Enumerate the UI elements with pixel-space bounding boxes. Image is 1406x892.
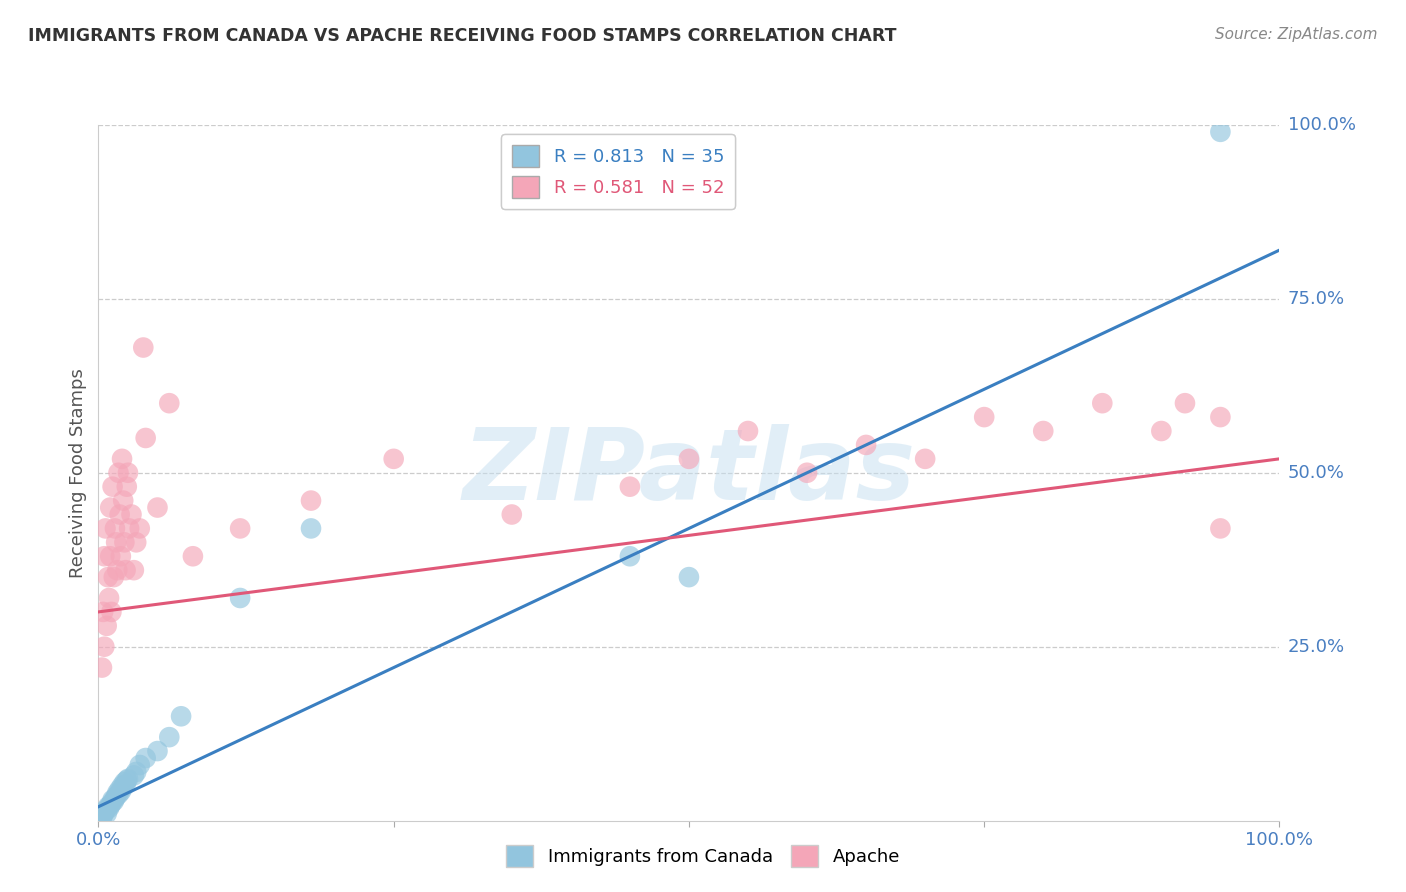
Point — [101, 480, 124, 494]
Point — [107, 466, 129, 480]
Point — [110, 784, 132, 798]
Point — [98, 801, 121, 815]
Point — [299, 521, 322, 535]
Point — [973, 410, 995, 425]
Point — [107, 787, 129, 801]
Point — [157, 396, 180, 410]
Point — [128, 521, 150, 535]
Point — [157, 730, 180, 744]
Point — [108, 508, 131, 522]
Point — [93, 805, 115, 820]
Point — [135, 751, 157, 765]
Point — [98, 798, 121, 813]
Legend: R = 0.813   N = 35, R = 0.581   N = 52: R = 0.813 N = 35, R = 0.581 N = 52 — [501, 134, 735, 209]
Point — [678, 451, 700, 466]
Point — [135, 431, 157, 445]
Point — [98, 549, 121, 564]
Point — [1209, 521, 1232, 535]
Point — [96, 806, 118, 821]
Point — [132, 341, 155, 355]
Point — [796, 466, 818, 480]
Point — [125, 764, 148, 779]
Point — [855, 438, 877, 452]
Point — [105, 789, 128, 804]
Point — [146, 500, 169, 515]
Point — [914, 451, 936, 466]
Text: IMMIGRANTS FROM CANADA VS APACHE RECEIVING FOOD STAMPS CORRELATION CHART: IMMIGRANTS FROM CANADA VS APACHE RECEIVI… — [28, 27, 897, 45]
Point — [105, 786, 128, 800]
Point — [678, 570, 700, 584]
Point — [118, 521, 141, 535]
Point — [110, 549, 132, 564]
Point — [115, 773, 138, 788]
Point — [96, 619, 118, 633]
Text: 100.0%: 100.0% — [1288, 116, 1355, 134]
Point — [112, 775, 135, 789]
Text: 50.0%: 50.0% — [1288, 464, 1344, 482]
Point — [1209, 125, 1232, 139]
Point — [103, 794, 125, 808]
Point — [619, 480, 641, 494]
Point — [112, 493, 135, 508]
Y-axis label: Receiving Food Stamps: Receiving Food Stamps — [69, 368, 87, 578]
Point — [1032, 424, 1054, 438]
Point — [382, 451, 405, 466]
Point — [115, 480, 138, 494]
Point — [619, 549, 641, 564]
Point — [100, 605, 122, 619]
Point — [299, 493, 322, 508]
Text: 25.0%: 25.0% — [1288, 638, 1346, 656]
Point — [1174, 396, 1197, 410]
Point — [97, 799, 120, 814]
Point — [501, 508, 523, 522]
Point — [91, 808, 114, 822]
Legend: Immigrants from Canada, Apache: Immigrants from Canada, Apache — [499, 838, 907, 874]
Point — [91, 660, 114, 674]
Point — [94, 803, 117, 817]
Point — [108, 782, 131, 797]
Point — [114, 563, 136, 577]
Point — [91, 605, 114, 619]
Point — [117, 466, 139, 480]
Point — [105, 563, 128, 577]
Point — [111, 451, 134, 466]
Point — [122, 768, 145, 782]
Point — [97, 570, 120, 584]
Point — [170, 709, 193, 723]
Text: 75.0%: 75.0% — [1288, 290, 1346, 308]
Point — [181, 549, 204, 564]
Point — [93, 549, 115, 564]
Point — [112, 535, 135, 549]
Point — [98, 591, 121, 605]
Point — [125, 535, 148, 549]
Point — [128, 758, 150, 772]
Point — [122, 563, 145, 577]
Point — [111, 779, 134, 793]
Point — [91, 810, 114, 824]
Point — [104, 521, 127, 535]
Point — [229, 591, 252, 605]
Point — [93, 640, 115, 654]
Point — [98, 500, 121, 515]
Point — [737, 424, 759, 438]
Point — [1150, 424, 1173, 438]
Point — [121, 508, 143, 522]
Point — [229, 521, 252, 535]
Point — [117, 772, 139, 786]
Point — [112, 780, 135, 795]
Point — [105, 535, 128, 549]
Point — [1209, 410, 1232, 425]
Point — [94, 521, 117, 535]
Point — [1091, 396, 1114, 410]
Text: ZIPatlas: ZIPatlas — [463, 425, 915, 521]
Point — [104, 791, 127, 805]
Point — [100, 796, 122, 810]
Point — [146, 744, 169, 758]
Point — [103, 570, 125, 584]
Point — [114, 777, 136, 791]
Text: Source: ZipAtlas.com: Source: ZipAtlas.com — [1215, 27, 1378, 42]
Point — [101, 793, 124, 807]
